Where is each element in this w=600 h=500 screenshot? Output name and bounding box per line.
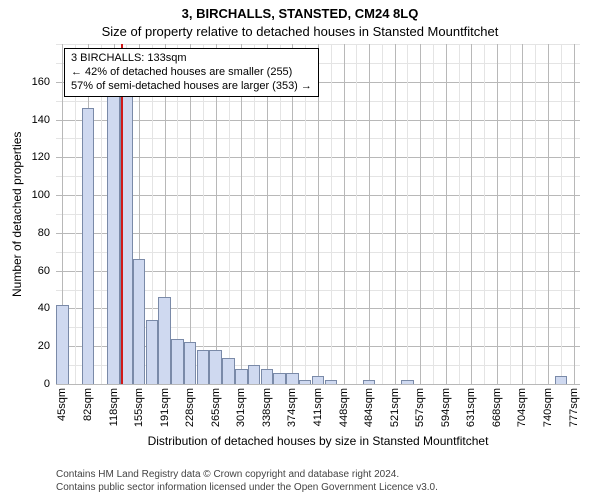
- grid-major-v: [446, 44, 447, 384]
- grid-major-v: [471, 44, 472, 384]
- chart-container: 3, BIRCHALLS, STANSTED, CM24 8LQ Size of…: [0, 0, 600, 500]
- histogram-bar: [248, 365, 261, 384]
- grid-major-v: [522, 44, 523, 384]
- xtick-label: 594sqm: [440, 388, 452, 427]
- plot-area: 02040608010012014016045sqm82sqm118sqm155…: [56, 44, 580, 384]
- ytick-label: 100: [32, 189, 50, 201]
- xtick-label: 338sqm: [261, 388, 273, 427]
- xtick-label: 118sqm: [108, 388, 120, 426]
- grid-minor-v: [331, 44, 332, 384]
- xtick-label: 155sqm: [133, 388, 145, 427]
- ytick-label: 120: [32, 151, 50, 163]
- histogram-bar: [235, 369, 248, 384]
- grid-minor-v: [356, 44, 357, 384]
- ytick-label: 40: [38, 302, 50, 314]
- caption-line-1: Contains HM Land Registry data © Crown c…: [56, 469, 580, 482]
- caption: Contains HM Land Registry data © Crown c…: [56, 469, 580, 494]
- histogram-bar: [133, 259, 146, 384]
- grid-minor-v: [561, 44, 562, 384]
- grid-minor-v: [433, 44, 434, 384]
- y-axis-label: Number of detached properties: [10, 44, 24, 384]
- histogram-bar: [209, 350, 222, 384]
- grid-major-v: [497, 44, 498, 384]
- xtick-label: 557sqm: [414, 388, 426, 427]
- histogram-bar: [299, 380, 312, 384]
- xtick-label: 374sqm: [286, 388, 298, 427]
- grid-minor-v: [407, 44, 408, 384]
- xtick-label: 521sqm: [389, 388, 401, 427]
- histogram-bar: [401, 380, 414, 384]
- histogram-bar: [56, 305, 69, 384]
- grid-major-v: [369, 44, 370, 384]
- xtick-label: 448sqm: [338, 388, 350, 427]
- ytick-label: 140: [32, 114, 50, 126]
- xtick-label: 411sqm: [312, 388, 324, 426]
- ytick-label: 60: [38, 265, 50, 277]
- xtick-label: 301sqm: [235, 388, 247, 427]
- histogram-bar: [107, 65, 120, 384]
- grid-minor-v: [459, 44, 460, 384]
- xtick-label: 704sqm: [516, 388, 528, 427]
- x-axis-label: Distribution of detached houses by size …: [56, 434, 580, 448]
- xtick-label: 82sqm: [82, 388, 94, 421]
- ytick-label: 160: [32, 76, 50, 88]
- histogram-bar: [222, 358, 235, 384]
- histogram-bar: [171, 339, 184, 384]
- xtick-label: 191sqm: [159, 388, 171, 427]
- histogram-bar: [273, 373, 286, 384]
- info-box-line: 3 BIRCHALLS: 133sqm: [71, 52, 312, 66]
- info-box-line: ← 42% of detached houses are smaller (25…: [71, 66, 312, 80]
- grid-minor-v: [510, 44, 511, 384]
- histogram-bar: [261, 369, 274, 384]
- grid-minor-v: [484, 44, 485, 384]
- grid-major-v: [344, 44, 345, 384]
- histogram-bar: [197, 350, 210, 384]
- histogram-bar: [325, 380, 338, 384]
- ytick-label: 0: [44, 378, 50, 390]
- xtick-label: 484sqm: [363, 388, 375, 427]
- histogram-bar: [286, 373, 299, 384]
- grid-major-v: [548, 44, 549, 384]
- ytick-label: 80: [38, 227, 50, 239]
- xtick-label: 668sqm: [491, 388, 503, 427]
- grid-major-h: [56, 384, 580, 385]
- info-box-line: 57% of semi-detached houses are larger (…: [71, 80, 312, 94]
- grid-minor-v: [382, 44, 383, 384]
- histogram-bar: [363, 380, 376, 384]
- grid-minor-v: [535, 44, 536, 384]
- histogram-bar: [312, 376, 325, 384]
- caption-line-2: Contains public sector information licen…: [56, 482, 580, 495]
- grid-major-v: [420, 44, 421, 384]
- histogram-bar: [146, 320, 159, 384]
- xtick-label: 631sqm: [465, 388, 477, 427]
- grid-major-v: [395, 44, 396, 384]
- xtick-label: 777sqm: [568, 388, 580, 427]
- xtick-label: 265sqm: [210, 388, 222, 427]
- info-box: 3 BIRCHALLS: 133sqm← 42% of detached hou…: [64, 48, 319, 97]
- histogram-bar: [158, 297, 171, 384]
- histogram-bar: [555, 376, 568, 384]
- xtick-label: 228sqm: [184, 388, 196, 427]
- xtick-label: 45sqm: [56, 388, 68, 421]
- title-line1: 3, BIRCHALLS, STANSTED, CM24 8LQ: [0, 6, 600, 21]
- histogram-bar: [184, 342, 197, 384]
- title-line2: Size of property relative to detached ho…: [0, 24, 600, 39]
- ytick-label: 20: [38, 340, 50, 352]
- grid-major-v: [574, 44, 575, 384]
- histogram-bar: [82, 108, 95, 384]
- xtick-label: 740sqm: [542, 388, 554, 427]
